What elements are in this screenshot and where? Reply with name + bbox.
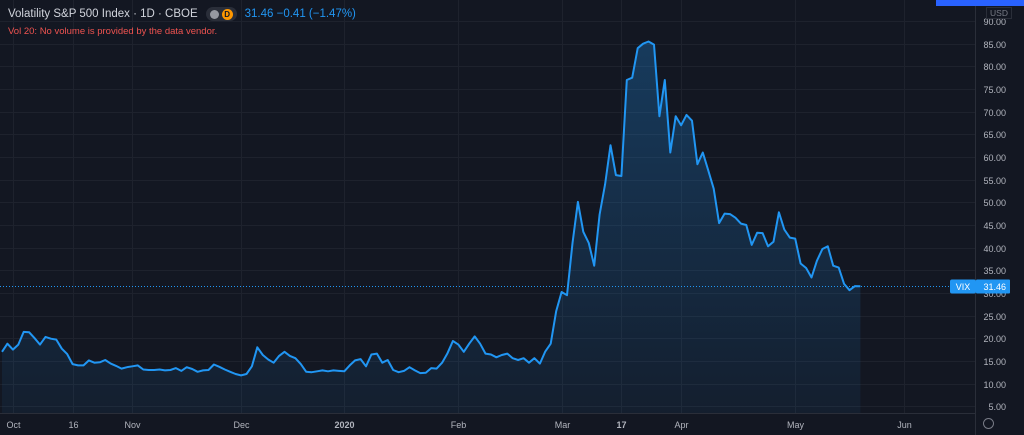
eye-icon[interactable]: [209, 9, 219, 19]
y-tick-label: 30.00: [983, 289, 1006, 299]
y-tick-label: 65.00: [983, 130, 1006, 140]
y-tick-label: 10.00: [983, 380, 1006, 390]
quote-value: 31.46 −0.41 (−1.47%): [244, 8, 356, 20]
legend-header: Volatility S&P 500 Index · 1D · CBOE D 3…: [8, 7, 356, 21]
x-tick-label: 17: [616, 420, 626, 430]
grid: [0, 0, 975, 413]
y-tick-label: 85.00: [983, 40, 1006, 50]
price-axis[interactable]: 5.00 10.00 15.00 20.00 25.00 30.00 35.00 40.00 4…: [983, 17, 1006, 412]
y-tick-label: 50.00: [983, 198, 1006, 208]
x-tick-label: Nov: [124, 420, 141, 430]
top-accent-bar: [936, 0, 1024, 6]
vix-area: [2, 41, 861, 413]
time-axis[interactable]: Oct 16 Nov Dec 2020 Feb Mar 17 Apr May Jun: [6, 420, 911, 430]
y-tick-label: 40.00: [983, 244, 1006, 254]
y-tick-label: 45.00: [983, 221, 1006, 231]
y-tick-label: 90.00: [983, 17, 1006, 27]
y-tick-label: 25.00: [983, 312, 1006, 322]
last-price-box: [976, 279, 1010, 294]
data-status-icon[interactable]: D: [221, 8, 233, 20]
series-label-box: [950, 279, 976, 294]
last-price-label: 31.46: [983, 282, 1006, 292]
volume-note: Vol 20: No volume is provided by the dat…: [8, 26, 218, 37]
series-label: VIX: [956, 282, 971, 292]
y-tick-label: 70.00: [983, 108, 1006, 118]
x-tick-label: Mar: [555, 420, 571, 430]
x-tick-label: Oct: [6, 420, 21, 430]
x-tick-label: Apr: [674, 420, 688, 430]
y-tick-label: 55.00: [983, 176, 1006, 186]
x-tick-label: 2020: [334, 420, 354, 430]
visibility-badge[interactable]: D: [205, 7, 237, 21]
vix-line[interactable]: [1, 40, 861, 377]
x-tick-label: Dec: [233, 420, 250, 430]
symbol-title[interactable]: Volatility S&P 500 Index · 1D · CBOE: [8, 8, 198, 20]
plot-area[interactable]: [1, 40, 861, 414]
x-tick-label: Jun: [897, 420, 912, 430]
y-tick-label: 75.00: [983, 85, 1006, 95]
x-tick-label: May: [787, 420, 805, 430]
currency-label[interactable]: USD: [986, 7, 1012, 19]
y-tick-label: 35.00: [983, 266, 1006, 276]
gear-icon[interactable]: [983, 418, 994, 429]
last-price-marker: VIX 31.46: [0, 279, 1010, 294]
x-tick-label: 16: [68, 420, 78, 430]
y-tick-label: 60.00: [983, 153, 1006, 163]
y-tick-label: 15.00: [983, 357, 1006, 367]
y-tick-label: 5.00: [988, 402, 1006, 412]
y-tick-label: 20.00: [983, 334, 1006, 344]
x-tick-label: Feb: [451, 420, 467, 430]
y-tick-label: 80.00: [983, 62, 1006, 72]
